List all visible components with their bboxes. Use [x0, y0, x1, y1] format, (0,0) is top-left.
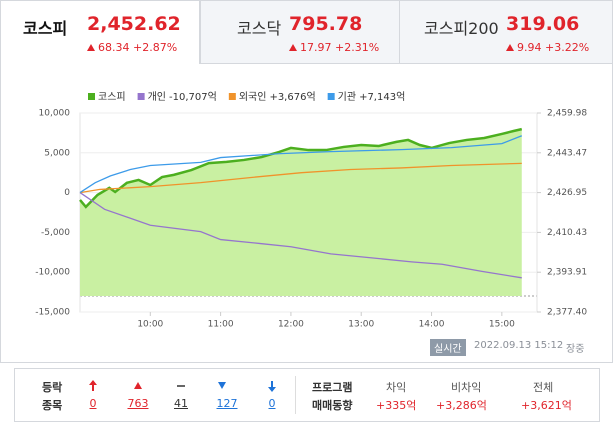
series-line: [79, 192, 522, 279]
legend-value: +7,143억: [359, 91, 405, 103]
legend-label: 개인: [148, 91, 166, 103]
x-tick-label: 12:00: [278, 320, 304, 330]
series-line: [79, 135, 523, 194]
divider: [295, 376, 296, 414]
tab-name: 코스피200: [424, 19, 499, 38]
rise-icon: [134, 382, 142, 389]
tab[interactable]: 코스피200 319.06 9.94 +3.22%: [399, 0, 613, 64]
label: 프로그램: [312, 381, 353, 394]
y-tick-label: 5,000: [44, 148, 70, 158]
lower-limit-icon: [268, 381, 276, 392]
fall-icon: [218, 382, 226, 389]
column-value: +3,621억: [521, 399, 572, 412]
legend-swatch: [228, 93, 236, 100]
tab[interactable]: 코스피 2,452.62 68.34 +2.87%: [0, 0, 200, 64]
count[interactable]: 127: [216, 397, 238, 410]
tab[interactable]: 코스닥 795.78 17.97 +2.31%: [200, 0, 400, 64]
x-tick-label: 13:00: [348, 320, 374, 330]
legend-swatch: [88, 93, 95, 100]
count[interactable]: 41: [174, 397, 188, 410]
tab-change: 17.97 +2.31%: [289, 41, 379, 54]
tab-value: 2,452.62: [87, 13, 181, 35]
y-tick-label: -15,000: [35, 308, 70, 318]
session: 장중: [566, 344, 585, 355]
x-tick-label: 15:00: [489, 320, 515, 330]
tab-change: 68.34 +2.87%: [87, 41, 177, 54]
column-value: +335억: [376, 399, 417, 412]
chart: 10,000 5,000 0 -5,000 -10,000 -15,000 2,459.98…: [35, 91, 587, 330]
column-name: 차익: [386, 381, 407, 394]
count[interactable]: 0: [89, 397, 97, 410]
upper-limit-icon: [89, 380, 97, 391]
timestamp: 2022.09.13 15:12: [474, 340, 564, 351]
legend-value: -10,707억: [169, 91, 217, 103]
series-line: [79, 127, 523, 209]
y2-tick-label: 2,443.47: [547, 148, 587, 158]
column-name: 비차익: [451, 381, 482, 394]
tab-change: 9.94 +3.22%: [506, 41, 589, 54]
y-tick-label: -10,000: [35, 268, 70, 278]
flat-icon: [177, 385, 185, 387]
x-tick-label: 11:00: [208, 320, 234, 330]
y2-tick-label: 2,377.40: [547, 308, 587, 318]
y2-tick-label: 2,459.98: [547, 109, 587, 119]
label: 매매동향: [312, 399, 353, 412]
column-name: 전체: [533, 381, 554, 394]
tab-value: 319.06: [506, 13, 580, 35]
y2-tick-label: 2,426.95: [547, 188, 587, 198]
tab-value: 795.78: [289, 13, 363, 35]
x-tick-label: 14:00: [419, 320, 445, 330]
label: 등락: [42, 381, 63, 394]
series-line: [79, 162, 522, 194]
change-text: 9.94 +3.22%: [517, 41, 590, 54]
realtime-badge[interactable]: 실시간: [430, 339, 466, 356]
legend-label: 외국인: [239, 91, 267, 103]
y2-tick-label: 2,393.91: [547, 268, 587, 278]
y-tick-label: 10,000: [39, 109, 71, 119]
change-text: 17.97 +2.31%: [300, 41, 380, 54]
y-tick-label: 0: [64, 188, 70, 198]
legend-label: 기관: [338, 91, 356, 103]
count[interactable]: 763: [127, 397, 149, 410]
summary-box: [14, 368, 600, 422]
label: 종목: [42, 399, 63, 412]
y-tick-label: -5,000: [41, 228, 70, 238]
change-text: 68.34 +2.87%: [98, 41, 178, 54]
column-value: +3,286억: [436, 399, 487, 412]
legend-label: 코스피: [98, 91, 126, 103]
area: [80, 129, 522, 296]
tab-name: 코스닥: [237, 19, 282, 38]
tab-name: 코스피: [23, 19, 68, 38]
legend-value: +3,676억: [269, 91, 315, 103]
y2-tick-label: 2,410.43: [547, 228, 587, 238]
count[interactable]: 0: [268, 397, 276, 410]
breadth-icons: [89, 380, 276, 392]
legend-swatch: [327, 93, 335, 100]
legend-swatch: [137, 93, 145, 100]
x-tick-label: 10:00: [137, 320, 163, 330]
